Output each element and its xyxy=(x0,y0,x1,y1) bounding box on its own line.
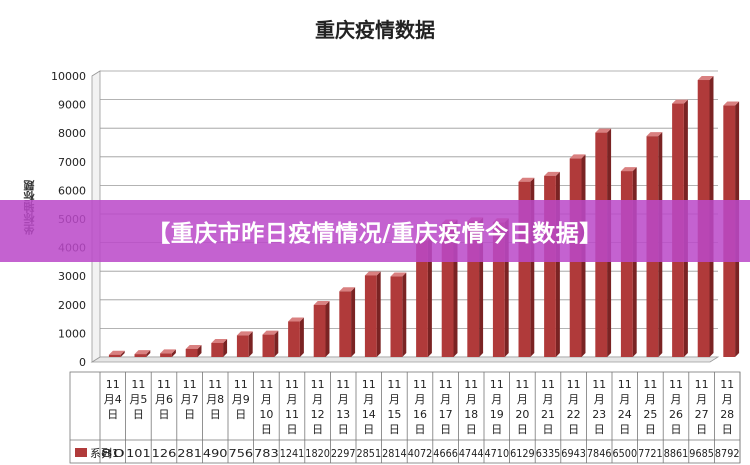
bar xyxy=(339,287,356,357)
x-tick-label: 11 月 24 日 xyxy=(618,378,632,436)
bar xyxy=(390,272,407,357)
x-tick-label: 11 月 14 日 xyxy=(362,378,376,436)
y-tick-label: 10000 xyxy=(51,70,86,83)
data-label: 6943 xyxy=(561,447,586,460)
x-tick-label: 11 月7 日 xyxy=(181,378,199,421)
x-tick-label: 11 月 17 日 xyxy=(439,378,453,436)
data-label: 490 xyxy=(203,447,228,460)
y-tick-label: 9000 xyxy=(58,99,86,112)
gridline xyxy=(91,127,718,134)
data-label: 7846 xyxy=(587,447,612,460)
x-tick-label: 11 月6 日 xyxy=(155,378,173,421)
x-tick-label: 11 月5 日 xyxy=(129,378,147,421)
data-label: 4744 xyxy=(459,447,484,460)
title-banner: 【重庆市昨日疫情情况/重庆疫情今日数据】 xyxy=(0,200,750,262)
banner-text: 【重庆市昨日疫情情况/重庆疫情今日数据】 xyxy=(147,221,603,247)
x-tick-label: 11 月 16 日 xyxy=(413,378,427,436)
legend-swatch xyxy=(75,448,87,457)
data-label: 6500 xyxy=(613,447,638,460)
data-label: 80 xyxy=(101,447,126,460)
y-tick-label: 1000 xyxy=(58,327,86,340)
data-label: 2851 xyxy=(357,447,382,460)
bar xyxy=(364,271,381,357)
x-tick-label: 11 月8 日 xyxy=(206,378,224,421)
data-label: 9685 xyxy=(689,447,714,460)
x-tick-label: 11 月 22 日 xyxy=(567,378,581,436)
data-label: 756 xyxy=(229,447,254,460)
x-tick-label: 11 月 23 日 xyxy=(592,378,606,436)
x-tick-label: 11 月 12 日 xyxy=(311,378,325,436)
bar xyxy=(288,317,304,357)
y-tick-label: 3000 xyxy=(58,270,86,283)
y-tick-label: 0 xyxy=(79,356,86,369)
x-tick-label: 11 月 13 日 xyxy=(336,378,350,436)
data-label: 126 xyxy=(152,447,177,460)
data-label: 4710 xyxy=(485,447,510,460)
x-tick-label: 11 月 21 日 xyxy=(541,378,555,436)
data-label: 6335 xyxy=(536,447,561,460)
x-tick-label: 11 月 20 日 xyxy=(515,378,529,436)
data-label: 4666 xyxy=(433,447,458,460)
data-label: 101 xyxy=(126,447,151,460)
gridline xyxy=(91,99,718,105)
data-label: 6129 xyxy=(510,447,535,460)
y-tick-label: 7000 xyxy=(58,156,86,169)
data-label: 2297 xyxy=(331,447,356,460)
data-label: 281 xyxy=(177,447,202,460)
data-label: 8861 xyxy=(664,447,689,460)
bar xyxy=(160,349,176,357)
chart-floor xyxy=(90,356,720,363)
y-tick-label: 2000 xyxy=(58,299,86,312)
series-name: 系列1 xyxy=(90,446,119,460)
x-tick-label: 11 月 18 日 xyxy=(464,378,478,436)
data-label: 7721 xyxy=(638,447,663,460)
x-tick-label: 11 月 26 日 xyxy=(669,378,683,436)
gridline xyxy=(91,156,718,163)
data-label: 1820 xyxy=(305,447,330,460)
x-tick-label: 11 月 15 日 xyxy=(387,378,401,436)
x-tick-label: 11 月 19 日 xyxy=(490,378,504,436)
x-tick-label: 11 月 28 日 xyxy=(720,378,734,436)
data-label: 783 xyxy=(254,447,279,460)
x-tick-label: 11 月4 日 xyxy=(104,378,122,421)
bar xyxy=(211,338,228,357)
data-table-frame xyxy=(69,371,741,464)
data-label: 2814 xyxy=(382,447,407,460)
bar xyxy=(620,167,637,357)
bar xyxy=(185,344,202,357)
bar xyxy=(236,331,253,357)
data-label: 8792 xyxy=(715,447,740,460)
y-tick-label: 8000 xyxy=(58,127,86,140)
bar xyxy=(108,350,125,357)
bar xyxy=(262,330,279,357)
x-tick-label: 11 月 25 日 xyxy=(643,378,657,436)
bar xyxy=(313,300,330,357)
data-label: 1241 xyxy=(280,447,305,460)
x-tick-label: 11 月 11 日 xyxy=(285,378,299,436)
x-tick-label: 11 月 27 日 xyxy=(695,378,709,436)
x-tick-label: 11 月 10 日 xyxy=(259,378,273,436)
data-label: 4072 xyxy=(408,447,433,460)
y-tick-label: 6000 xyxy=(58,184,86,197)
x-tick-label: 11 月9 日 xyxy=(232,378,250,421)
chart-title: 重庆疫情数据 xyxy=(315,18,435,42)
gridline xyxy=(91,70,718,77)
bar xyxy=(134,350,151,357)
